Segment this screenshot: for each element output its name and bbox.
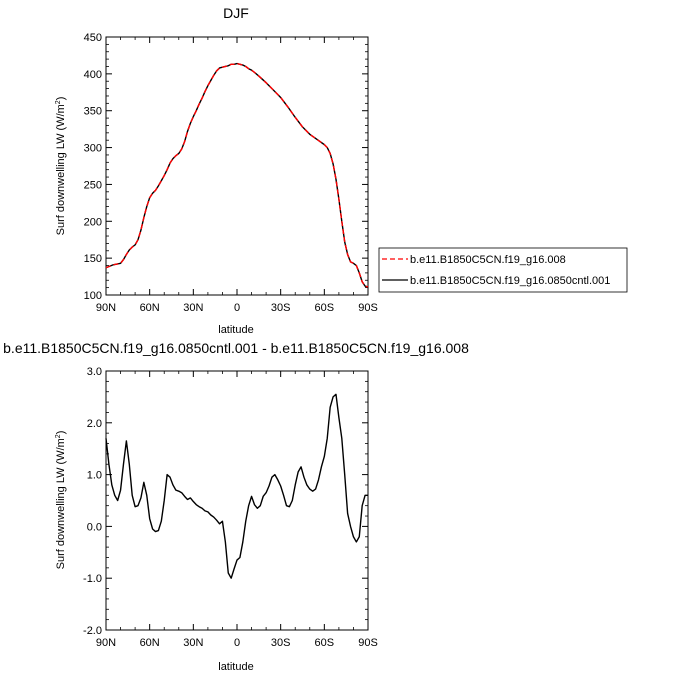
y-tick-label: 450 <box>84 32 102 44</box>
x-tick-label: 90S <box>358 637 378 649</box>
x-axis-label: latitude <box>218 324 253 336</box>
x-tick-label: 60N <box>140 302 160 314</box>
x-tick-label: 90N <box>96 637 116 649</box>
x-tick-label: 30S <box>271 637 291 649</box>
y-tick-label: 100 <box>84 290 102 302</box>
x-tick-label: 90S <box>358 302 378 314</box>
plot-lines <box>105 62 369 288</box>
legend-label: b.e11.B1850C5CN.f19_g16.008 <box>410 254 566 266</box>
y-axis-label: Surf downwelling LW (W/m2) <box>55 97 67 236</box>
y-tick-label: 1.0 <box>87 470 102 482</box>
legend-frame <box>378 247 628 293</box>
y-tick-label: -2.0 <box>83 625 102 637</box>
chart-title: DJF <box>223 5 249 21</box>
y-axis-label-sup: 2 <box>55 100 62 104</box>
y-axis-label-end: ) <box>55 97 67 101</box>
y-tick-label: 2.0 <box>87 418 102 430</box>
x-tick-label: 0 <box>234 637 240 649</box>
x-tick-label: 30S <box>271 302 291 314</box>
y-tick-label: 150 <box>84 253 102 265</box>
plot-frame <box>105 36 369 296</box>
y-tick-label: 0.0 <box>87 521 102 533</box>
y-tick-label: 250 <box>84 179 102 191</box>
x-tick-label: 90N <box>96 302 116 314</box>
y-axis-label-end: ) <box>55 431 67 435</box>
legend: b.e11.B1850C5CN.f19_g16.008 b.e11.B1850C… <box>378 247 628 293</box>
x-tick-label: 0 <box>234 302 240 314</box>
y-axis: -2.0 -1.0 0.0 1.0 2.0 3.0 <box>83 366 368 637</box>
series-line <box>105 62 369 288</box>
x-axis: 90N 60N 30N 0 30S 60S 90S <box>96 371 378 649</box>
y-axis-label: Surf downwelling LW (W/m2) <box>55 431 67 570</box>
x-axis-label: latitude <box>218 661 253 673</box>
y-tick-label: 200 <box>84 216 102 228</box>
y-tick-label: 350 <box>84 106 102 118</box>
x-tick-label: 60N <box>140 637 160 649</box>
x-tick-label: 60S <box>315 637 335 649</box>
x-tick-label: 30N <box>183 302 203 314</box>
y-axis-label-main: Surf downwelling LW (W/m <box>55 104 67 235</box>
x-axis: 90N 60N 30N 0 30S 60S 90S <box>96 37 378 314</box>
plot-frame <box>105 370 369 631</box>
series-line <box>105 393 368 579</box>
y-axis-label-main: Surf downwelling LW (W/m <box>55 438 67 569</box>
y-tick-label: 300 <box>84 143 102 155</box>
top-chart: DJF 100 150 200 250 300 350 400 450 90N 60N 30N 0 3… <box>55 5 378 336</box>
y-axis-label-sup: 2 <box>55 434 62 438</box>
legend-label: b.e11.B1850C5CN.f19_g16.0850cntl.001 <box>410 275 610 287</box>
plot-lines <box>105 393 368 579</box>
series-line <box>105 62 369 288</box>
bottom-chart: b.e11.B1850C5CN.f19_g16.0850cntl.001 - b… <box>3 340 469 673</box>
y-tick-label: -1.0 <box>83 573 102 585</box>
chart-title: b.e11.B1850C5CN.f19_g16.0850cntl.001 - b… <box>3 340 469 356</box>
x-tick-label: 30N <box>183 637 203 649</box>
y-tick-label: 3.0 <box>87 366 102 378</box>
y-tick-label: 400 <box>84 69 102 81</box>
x-tick-label: 60S <box>315 302 335 314</box>
y-axis: 100 150 200 250 300 350 400 450 <box>84 32 368 302</box>
